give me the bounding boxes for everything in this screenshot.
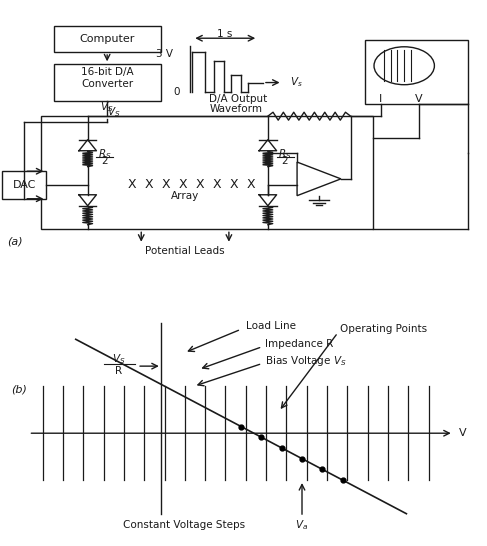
Text: X: X — [229, 179, 238, 192]
Text: 1 s: 1 s — [217, 28, 233, 39]
Text: 3 V: 3 V — [156, 49, 173, 58]
Text: Computer: Computer — [79, 34, 135, 44]
Bar — [54, 26, 161, 52]
Text: V: V — [459, 428, 467, 438]
Text: $R_S$: $R_S$ — [278, 147, 292, 161]
Text: X: X — [195, 179, 204, 192]
Text: Array: Array — [171, 191, 199, 201]
Bar — [54, 64, 161, 101]
Text: $V_S$: $V_S$ — [100, 100, 114, 114]
Text: Operating Points: Operating Points — [340, 324, 428, 334]
Bar — [2, 171, 46, 199]
Text: I: I — [379, 94, 382, 104]
Text: Impedance R: Impedance R — [265, 339, 333, 349]
Text: Bias Voltage $V_S$: Bias Voltage $V_S$ — [265, 354, 346, 368]
Text: X: X — [178, 179, 187, 192]
Text: 0: 0 — [174, 87, 180, 97]
Text: Waveform: Waveform — [209, 104, 262, 114]
Text: 2: 2 — [101, 157, 108, 167]
Bar — [365, 40, 468, 104]
Text: X: X — [212, 179, 221, 192]
Bar — [41, 116, 373, 229]
Text: $V_S$: $V_S$ — [107, 105, 121, 118]
Text: (b): (b) — [11, 384, 27, 395]
Text: D/A Output: D/A Output — [209, 94, 268, 104]
Text: Constant Voltage Steps: Constant Voltage Steps — [123, 520, 245, 531]
Text: Load Line: Load Line — [246, 321, 296, 331]
Text: X: X — [127, 179, 136, 192]
Text: $V_s$: $V_s$ — [290, 76, 302, 90]
Text: $R_S$: $R_S$ — [98, 147, 112, 161]
Text: 16-bit D/A
Converter: 16-bit D/A Converter — [81, 67, 133, 89]
Text: X: X — [144, 179, 153, 192]
Text: R: R — [114, 366, 122, 376]
Text: DAC: DAC — [13, 180, 36, 190]
Text: Potential Leads: Potential Leads — [145, 246, 225, 256]
Text: $V_S$: $V_S$ — [112, 353, 125, 366]
Text: V: V — [415, 94, 423, 104]
Text: 2: 2 — [281, 157, 288, 167]
Text: (a): (a) — [7, 236, 22, 247]
Text: $V_a$: $V_a$ — [296, 519, 309, 532]
Text: X: X — [161, 179, 170, 192]
Text: X: X — [246, 179, 255, 192]
